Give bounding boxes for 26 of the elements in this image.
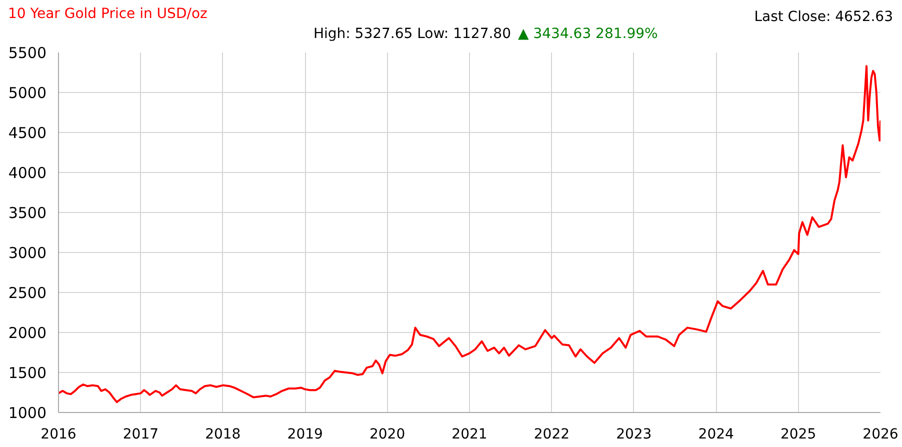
chart-title: 10 Year Gold Price in USD/oz — [8, 6, 208, 23]
line-series — [58, 65, 880, 404]
y-tick-label: 5000 — [8, 84, 47, 102]
x-tick-label: 2020 — [369, 426, 406, 442]
x-tick-label: 2022 — [534, 426, 570, 442]
x-tick-label: 2016 — [40, 426, 76, 442]
x-tick-label: 2024 — [698, 426, 734, 442]
x-tick-label: 2025 — [780, 426, 816, 442]
x-tick-label: 2018 — [205, 426, 241, 442]
y-tick-label: 3500 — [8, 204, 47, 222]
x-tick-label: 2023 — [616, 426, 652, 442]
y-tick-label: 2000 — [8, 324, 47, 342]
y-tick-label: 3000 — [8, 244, 47, 262]
x-tick-label: 2019 — [287, 426, 323, 442]
y-tick-label: 1500 — [8, 364, 47, 382]
text: ▲ 3434.63 281.99% — [518, 26, 658, 43]
y-tick-label: 1000 — [8, 404, 47, 422]
y-tick-label: 4000 — [8, 164, 47, 182]
y-tick-label: 4500 — [8, 124, 47, 142]
y-tick-label: 2500 — [8, 284, 47, 302]
x-tick-label: 2021 — [452, 426, 488, 442]
chart-subtitle: High: 5327.65 Low: 1127.80 — [313, 26, 511, 43]
text: Last Close: 4652.63 — [754, 9, 893, 26]
x-tick-label: 2026 — [862, 426, 898, 442]
x-tick-label: 2017 — [122, 426, 159, 442]
y-tick-label: 5500 — [8, 44, 47, 62]
